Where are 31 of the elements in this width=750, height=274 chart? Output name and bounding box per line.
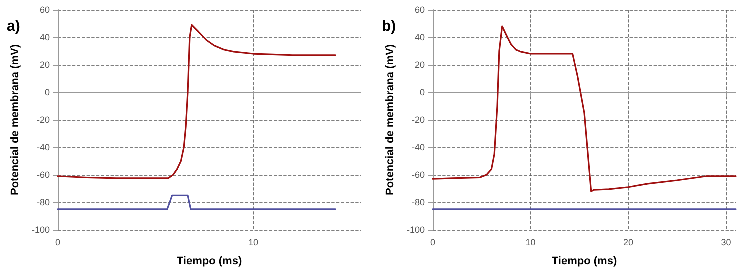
y-tick-label: -80: [36, 198, 50, 208]
y-axis-title: Potencial de membrana (mV): [10, 44, 22, 196]
y-tick-label: -60: [412, 170, 425, 180]
text: b): [382, 18, 396, 35]
y-tick-label: -40: [36, 142, 50, 152]
y-tick-label: -20: [36, 115, 50, 125]
y-tick-label: -40: [412, 142, 425, 152]
x-tick-label: 30: [721, 238, 732, 248]
x-axis-title: Tiempo (ms): [176, 256, 242, 268]
y-tick-label: 20: [40, 60, 50, 70]
text: a): [7, 18, 20, 35]
y-tick-label: -20: [412, 115, 425, 125]
y-tick-label: 40: [414, 32, 425, 42]
y-tick-label: 0: [44, 88, 50, 98]
x-tick-label: 10: [248, 238, 258, 248]
x-tick-label: 0: [55, 238, 61, 248]
y-tick-label: -100: [32, 225, 50, 235]
y-tick-label: 60: [40, 5, 50, 15]
y-tick-label: -100: [406, 225, 425, 235]
x-axis-title: Tiempo (ms): [552, 256, 618, 268]
x-tick-label: 0: [430, 238, 436, 248]
y-tick-label: 40: [40, 32, 50, 42]
y-tick-label: -80: [412, 198, 425, 208]
y-axis-title: Potencial de membrana (mV): [384, 44, 397, 196]
y-tick-label: -60: [36, 170, 50, 180]
line-series: [57, 24, 336, 180]
y-tick-label: 60: [414, 5, 425, 15]
y-tick-label: 0: [420, 88, 425, 98]
x-tick-label: 10: [526, 238, 536, 248]
x-tick-label: 20: [623, 238, 634, 248]
y-tick-label: 20: [414, 60, 425, 70]
